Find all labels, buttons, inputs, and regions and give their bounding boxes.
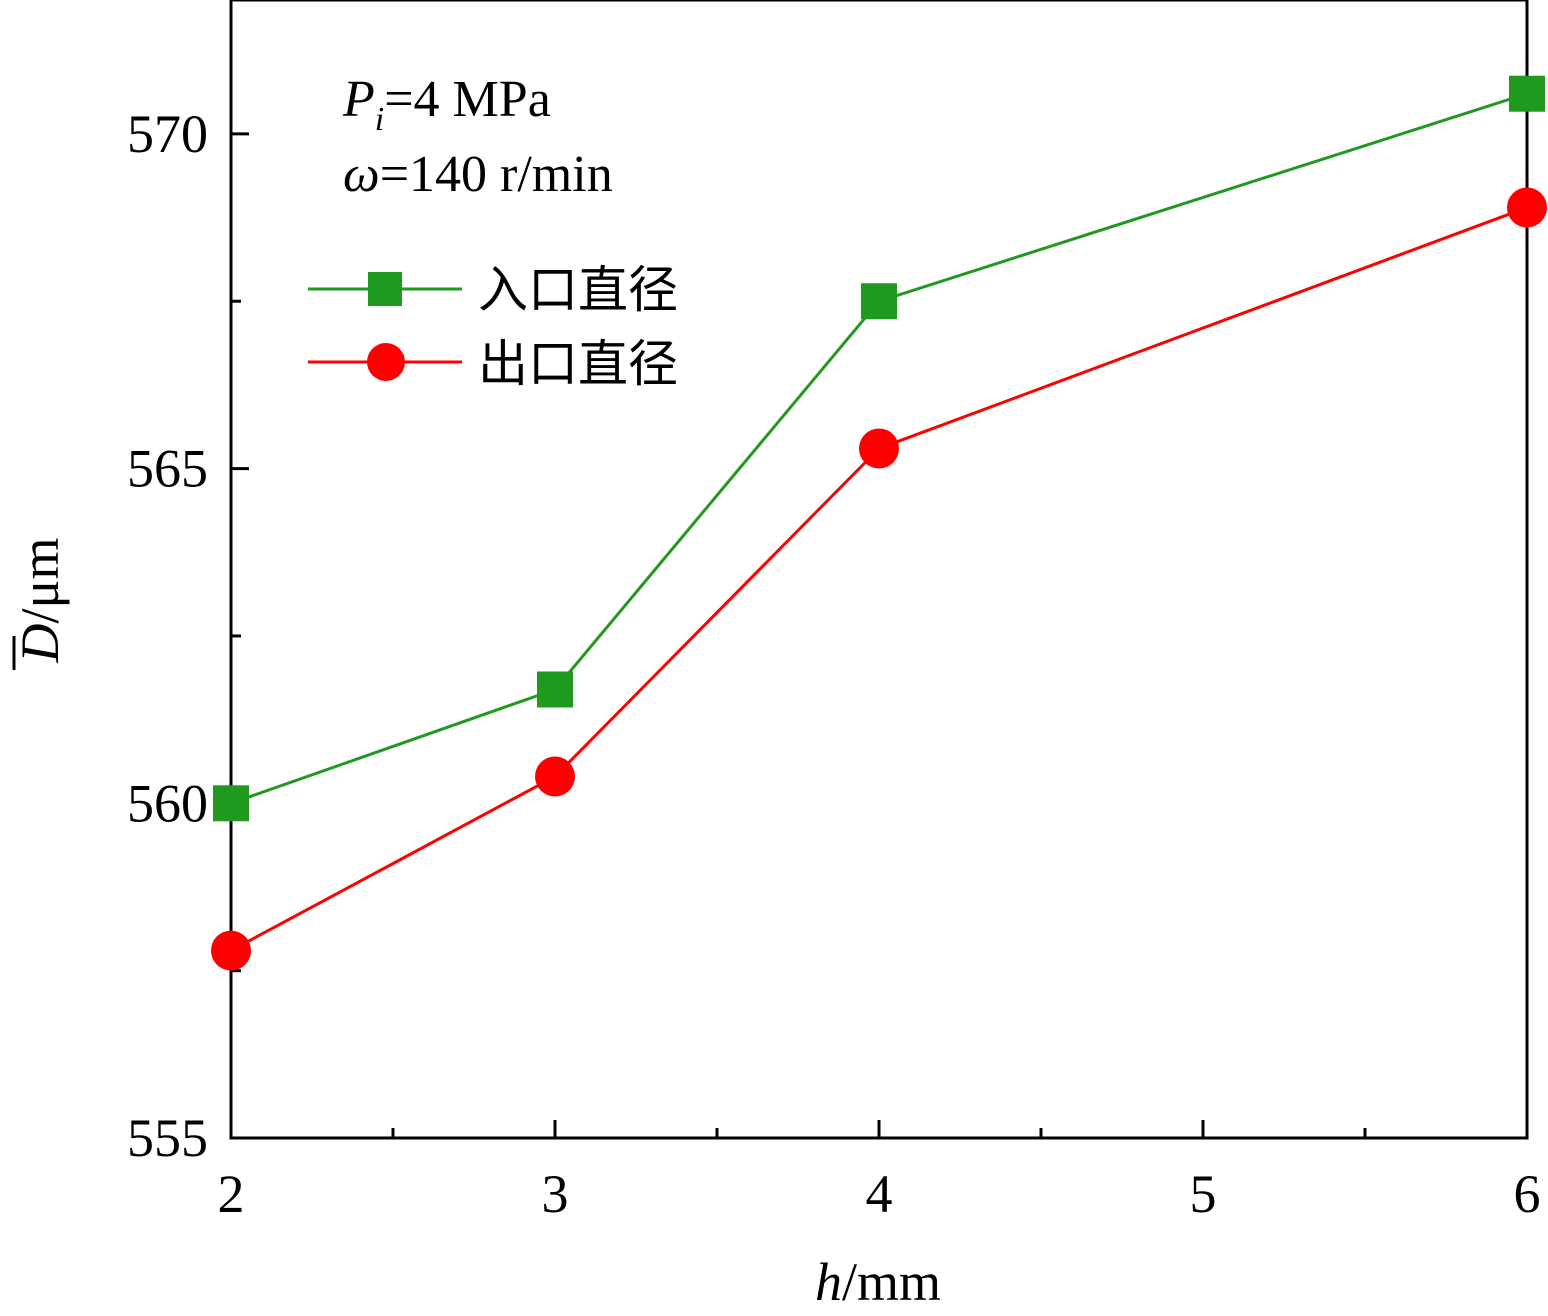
data-point-inlet [861,283,897,320]
series-line-inlet [230,92,1528,805]
y-tick-label: 565 [127,439,208,499]
legend: 入口直径 出口直径 [308,261,678,393]
data-point-inlet [213,785,249,822]
data-point-outlet [535,756,575,797]
x-axis-title: h/mm [815,1252,941,1312]
data-point-outlet [859,428,899,469]
data-point-outlet [1507,187,1547,228]
svg-text:D/μm: D/μm [10,538,70,664]
x-axis-ticks: 2 3 4 5 6 [218,1120,1541,1224]
y-axis-title: D/μm [10,538,70,670]
x-tick-label: 5 [1190,1164,1217,1224]
series-layer [211,75,1547,971]
data-point-outlet [211,930,251,971]
data-point-inlet [1509,75,1545,112]
x-tick-label: 2 [218,1164,245,1224]
annotation-pressure: Pi=4 MPa [342,71,551,138]
x-tick-label: 3 [542,1164,569,1224]
y-tick-label: 570 [127,104,208,164]
legend-marker-circle [367,343,405,381]
legend-label-inlet: 入口直径 [478,261,678,319]
x-tick-label: 6 [1514,1164,1541,1224]
x-tick-label: 4 [866,1164,893,1224]
y-tick-label: 560 [127,773,208,833]
y-tick-label: 555 [127,1108,208,1168]
y-axis-ticks: 555 560 565 570 [127,104,249,1168]
legend-label-outlet: 出口直径 [478,335,678,393]
annotation-speed: ω=140 r/min [343,146,613,203]
legend-marker-square [368,272,402,306]
series-line-outlet [230,206,1528,952]
data-point-inlet [537,671,573,708]
